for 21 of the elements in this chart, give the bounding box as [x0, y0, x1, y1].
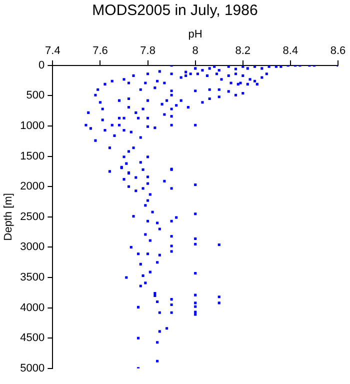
- y-tick-label: 5000: [20, 362, 45, 374]
- y-axis-title: Depth [m]: [2, 193, 15, 241]
- y-tick-label: 2500: [20, 210, 45, 223]
- y-tick-label: 3500: [20, 272, 45, 284]
- chart-title: MODS2005 in July, 1986: [91, 2, 259, 19]
- x-tick-label: 7.6: [92, 44, 108, 57]
- x-tick-label: 8.6: [330, 44, 346, 57]
- y-tick-label: 4000: [20, 302, 45, 314]
- y-tick-label: 1500: [20, 150, 45, 162]
- x-tick-label: 8.2: [235, 44, 251, 57]
- x-tick-label: 8: [192, 44, 198, 57]
- y-tick-label: 4500: [20, 332, 45, 344]
- x-tick-label: 7.4: [45, 44, 60, 57]
- y-tick-label: 1000: [20, 120, 45, 132]
- y-tick-label: 2000: [20, 180, 45, 193]
- x-axis-title: pH: [188, 28, 202, 41]
- y-tick-label: 3000: [20, 241, 45, 254]
- x-tick-label: 8.4: [282, 44, 298, 57]
- y-tick-label: 0: [38, 59, 45, 72]
- x-tick-label: 7.8: [140, 44, 156, 57]
- y-tick-label: 500: [26, 90, 45, 102]
